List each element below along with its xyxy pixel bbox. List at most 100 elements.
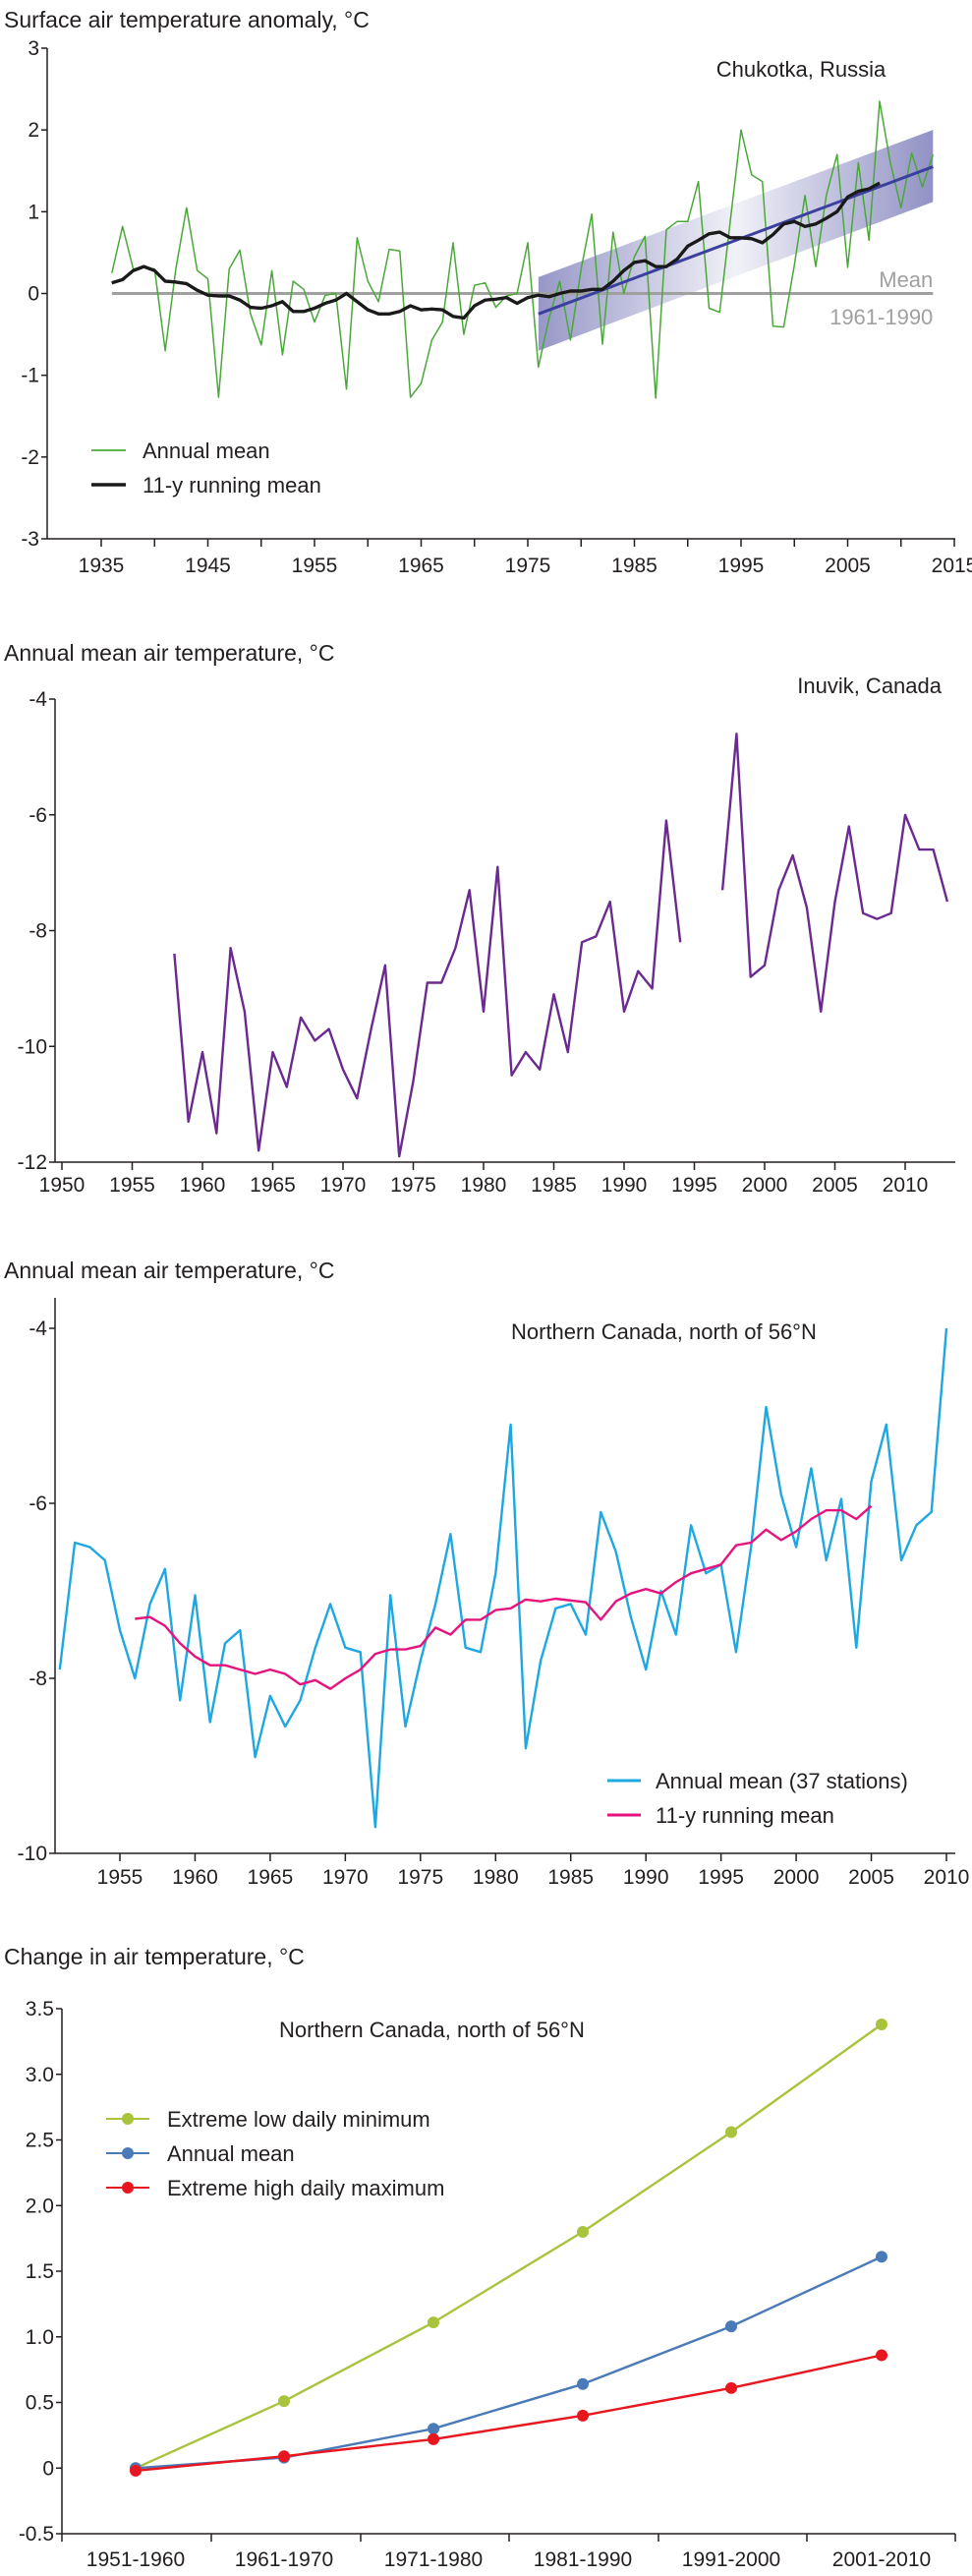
y-tick-label: 2 — [28, 119, 39, 142]
data-point — [428, 2432, 439, 2445]
data-point — [130, 2464, 142, 2477]
y-tick-label: 1 — [28, 201, 39, 223]
x-tick-label: 1995 — [698, 1866, 744, 1889]
y-tick-label: 0.5 — [26, 2392, 54, 2415]
legend-marker — [122, 2113, 134, 2125]
data-point — [876, 2019, 887, 2031]
x-tick-label: 1971-1980 — [384, 2548, 483, 2571]
y-tick-label: -4 — [29, 1317, 47, 1340]
x-tick-label: 1965 — [250, 1174, 296, 1197]
x-tick-label: 1951-1960 — [86, 2548, 185, 2571]
series-line-annual-mean — [135, 2255, 883, 2470]
y-tick-label: -8 — [29, 1668, 47, 1690]
y-tick-label: 0 — [28, 283, 39, 306]
y-axis-title: Annual mean air temperature, °C — [4, 1258, 334, 1283]
x-tick-label: 1985 — [547, 1866, 594, 1889]
x-tick-label: 2000 — [742, 1174, 788, 1197]
x-tick-label: 1965 — [248, 1866, 294, 1889]
x-tick-label: 1965 — [398, 555, 444, 577]
x-tick-label: 1995 — [671, 1174, 717, 1197]
x-tick-label: 1975 — [390, 1174, 436, 1197]
legend-label: Annual mean — [167, 2141, 295, 2166]
data-point — [577, 2409, 589, 2422]
x-tick-label: 1960 — [180, 1174, 226, 1197]
x-tick-label: 1970 — [322, 1866, 369, 1889]
y-tick-label: -0.5 — [19, 2523, 54, 2546]
mean-line-period: 1961-1990 — [829, 305, 933, 329]
x-tick-label: 1995 — [718, 555, 765, 577]
x-tick-label: 1981-1990 — [534, 2548, 632, 2571]
chart-annotation: Chukotka, Russia — [716, 57, 886, 82]
x-tick-label: 1961-1970 — [235, 2548, 333, 2571]
x-tick-label: 1985 — [531, 1174, 577, 1197]
x-tick-label: 1990 — [623, 1866, 669, 1889]
x-tick-label: 2010 — [883, 1174, 929, 1197]
legend-label: Annual mean — [143, 439, 270, 463]
series-line-extreme-high-daily-maximum — [135, 2354, 883, 2473]
y-tick-label: -10 — [18, 1843, 47, 1865]
x-tick-label: 1975 — [505, 555, 551, 577]
y-tick-label: 2.5 — [26, 2130, 54, 2152]
mean-line-label: Mean — [879, 267, 933, 292]
legend-label: 11-y running mean — [143, 473, 321, 498]
series-line-annual-mean-37-stations- — [58, 1327, 948, 1829]
x-tick-label: 1985 — [611, 555, 658, 577]
x-tick-label: 2010 — [924, 1866, 970, 1889]
data-point — [725, 2381, 737, 2394]
chart-annotation: Northern Canada, north of 56°N — [511, 1319, 817, 1344]
x-tick-label: 2001-2010 — [832, 2548, 931, 2571]
data-point — [876, 2251, 887, 2263]
x-tick-label: 1980 — [461, 1174, 507, 1197]
series-line-annual-mean — [720, 732, 949, 1014]
x-tick-label: 1950 — [39, 1174, 86, 1197]
x-tick-label: 1975 — [397, 1866, 443, 1889]
x-tick-label: 2005 — [825, 555, 871, 577]
y-tick-label: 3.0 — [26, 2064, 54, 2086]
chart-annotation: Northern Canada, north of 56°N — [279, 2018, 585, 2042]
chart-annotation: Inuvik, Canada — [797, 673, 943, 698]
x-tick-label: 1960 — [172, 1866, 218, 1889]
legend-label: Annual mean (37 stations) — [656, 1769, 908, 1793]
y-tick-label: -8 — [29, 920, 47, 943]
legend-label: Extreme high daily maximum — [167, 2176, 444, 2200]
x-tick-label: 1980 — [473, 1866, 519, 1889]
x-tick-label: 1955 — [292, 555, 338, 577]
x-tick-label: 2005 — [812, 1174, 858, 1197]
y-tick-label: -6 — [29, 804, 47, 827]
chart-panel-1: Surface air temperature anomaly, °C Chuko… — [4, 7, 972, 577]
x-tick-label: 1935 — [79, 555, 125, 577]
legend-marker — [122, 2147, 134, 2159]
series-line-annual-mean — [173, 819, 682, 1158]
y-tick-label: -1 — [21, 365, 39, 387]
series-line-annual-mean — [111, 100, 935, 399]
x-tick-label: 1970 — [320, 1174, 367, 1197]
data-point — [278, 2450, 290, 2463]
x-tick-label: 1955 — [97, 1866, 143, 1889]
x-tick-label: 1955 — [109, 1174, 155, 1197]
y-tick-label: -2 — [21, 446, 39, 469]
data-point — [577, 2225, 589, 2238]
y-tick-label: -10 — [18, 1035, 47, 1058]
data-point — [725, 2320, 737, 2333]
x-tick-label: 1991-2000 — [682, 2548, 780, 2571]
data-point — [577, 2377, 589, 2390]
y-tick-label: 0 — [42, 2457, 54, 2480]
x-tick-label: 2005 — [848, 1866, 894, 1889]
y-tick-label: -6 — [29, 1493, 47, 1515]
data-point — [428, 2316, 439, 2329]
y-tick-label: 3.5 — [26, 1998, 54, 2020]
x-tick-label: 1990 — [601, 1174, 648, 1197]
legend-marker — [122, 2182, 134, 2194]
y-tick-label: 1.0 — [26, 2326, 54, 2349]
x-tick-label: 1945 — [185, 555, 231, 577]
x-tick-label: 2015 — [932, 555, 972, 577]
y-axis-title: Change in air temperature, °C — [4, 1944, 305, 1969]
data-point — [725, 2126, 737, 2138]
legend-label: 11-y running mean — [656, 1803, 834, 1828]
legend-label: Extreme low daily minimum — [167, 2107, 430, 2132]
y-axis-title: Surface air temperature anomaly, °C — [4, 7, 370, 32]
series-line-11-y-running-mean — [135, 1504, 873, 1690]
x-tick-label: 2000 — [773, 1866, 820, 1889]
y-tick-label: -4 — [29, 688, 47, 711]
